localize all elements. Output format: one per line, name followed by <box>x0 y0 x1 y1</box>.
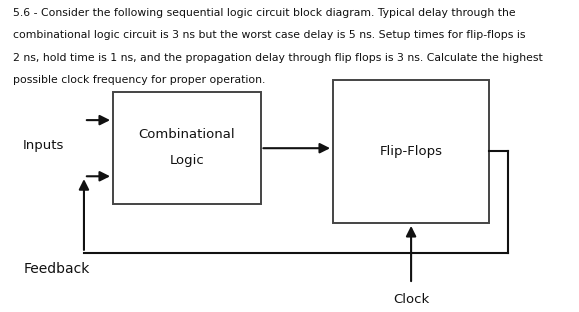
Text: Inputs: Inputs <box>23 139 64 153</box>
Text: combinational logic circuit is 3 ns but the worst case delay is 5 ns. Setup time: combinational logic circuit is 3 ns but … <box>13 30 525 40</box>
FancyBboxPatch shape <box>333 80 489 223</box>
Text: Clock: Clock <box>393 293 429 306</box>
Text: Flip-Flops: Flip-Flops <box>380 145 442 158</box>
Text: 2 ns, hold time is 1 ns, and the propagation delay through flip flops is 3 ns. C: 2 ns, hold time is 1 ns, and the propaga… <box>13 53 543 63</box>
Text: Logic: Logic <box>169 154 204 167</box>
Text: Combinational: Combinational <box>138 128 235 141</box>
Text: 5.6 - Consider the following sequential logic circuit block diagram. Typical del: 5.6 - Consider the following sequential … <box>13 8 515 18</box>
FancyBboxPatch shape <box>113 92 261 204</box>
Text: Feedback: Feedback <box>23 262 90 276</box>
Text: possible clock frequency for proper operation.: possible clock frequency for proper oper… <box>13 75 265 85</box>
